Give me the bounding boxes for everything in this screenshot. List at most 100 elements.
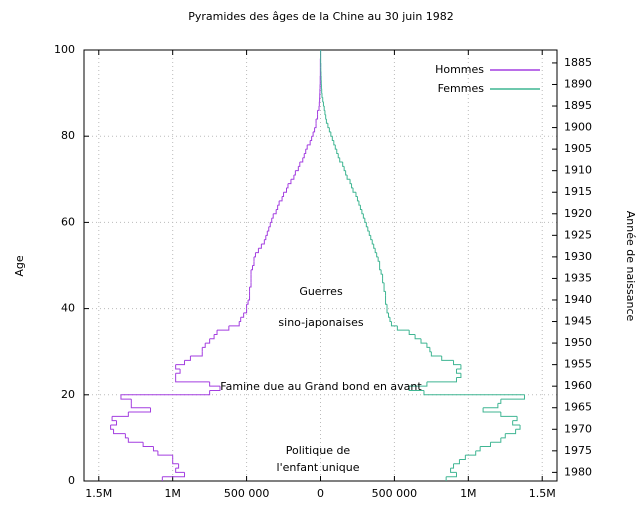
step-segment (387, 312, 390, 318)
step-segment (446, 472, 457, 478)
step-segment (258, 243, 262, 249)
step-segment (500, 433, 506, 439)
y2-tick-label: 1945 (564, 315, 592, 328)
step-segment (302, 153, 305, 159)
y2-tick-label: 1975 (564, 444, 592, 457)
step-segment (316, 114, 319, 120)
step-segment (175, 360, 186, 366)
step-segment (310, 136, 313, 142)
step-segment (175, 468, 185, 473)
step-segment (414, 334, 422, 340)
y2-tick-label: 1885 (564, 56, 592, 69)
step-segment (368, 231, 371, 236)
step-segment (497, 399, 502, 404)
y2-tick-label: 1900 (564, 121, 592, 134)
step-segment (327, 123, 330, 129)
step-segment (456, 373, 462, 379)
step-segment (248, 295, 251, 301)
step-segment (317, 106, 320, 111)
step-segment (128, 407, 152, 413)
step-segment (314, 123, 317, 129)
y-tick-label: 0 (68, 474, 75, 487)
step-segment (349, 179, 352, 185)
step-segment (389, 317, 392, 323)
step-segment (453, 459, 460, 465)
y2-tick-label: 1910 (564, 164, 592, 177)
step-segment (175, 364, 181, 370)
step-segment (304, 149, 307, 154)
y2-tick-label: 1965 (564, 401, 592, 414)
step-segment (333, 140, 336, 146)
x-tick-label: 1.5M (85, 487, 112, 500)
step-segment (420, 338, 427, 344)
y2-tick-label: 1890 (564, 77, 592, 90)
step-segment (249, 282, 252, 288)
step-segment (374, 248, 377, 254)
step-segment (500, 394, 525, 400)
step-segment (307, 140, 311, 146)
step-segment (279, 196, 283, 202)
step-segment (346, 174, 351, 180)
step-segment (379, 265, 382, 271)
step-segment (322, 101, 325, 107)
step-segment (299, 157, 304, 163)
step-segment (124, 433, 129, 439)
step-segment (228, 321, 240, 327)
step-segment (342, 162, 345, 167)
step-segment (251, 265, 254, 271)
step-segment (336, 149, 339, 154)
step-segment (359, 205, 362, 210)
step-segment (324, 110, 326, 116)
step-segment (270, 218, 273, 223)
step-segment (343, 166, 346, 172)
step-segment (209, 334, 215, 340)
y-tick-label: 60 (61, 215, 75, 228)
y-tick-label: 80 (61, 129, 75, 142)
step-segment (239, 317, 242, 323)
step-segment (271, 213, 274, 219)
step-segment (512, 420, 521, 426)
step-segment (450, 468, 457, 473)
step-segment (311, 131, 314, 137)
y2-tick-label: 1960 (564, 379, 592, 392)
step-segment (209, 386, 221, 391)
y-axis-label: Age (13, 255, 26, 277)
step-segment (361, 209, 364, 215)
step-segment (295, 166, 299, 172)
y2-tick-label: 1950 (564, 336, 592, 349)
step-segment (408, 330, 416, 335)
step-segment (500, 412, 518, 417)
legend-label: Hommes (435, 63, 484, 76)
y2-tick-label: 1905 (564, 142, 592, 155)
step-segment (334, 144, 337, 150)
step-segment (426, 377, 457, 383)
step-segment (453, 360, 461, 366)
step-segment (313, 127, 316, 133)
step-segment (202, 343, 206, 348)
step-segment (512, 416, 518, 422)
step-segment (111, 416, 117, 422)
annotation: sino-japonaises (278, 316, 363, 329)
step-segment (450, 463, 455, 469)
step-segment (162, 472, 186, 478)
step-segment (441, 356, 454, 361)
y2-tick-label: 1930 (564, 250, 592, 263)
step-segment (252, 261, 255, 266)
step-segment (253, 252, 256, 258)
step-segment (328, 127, 331, 133)
step-segment (429, 347, 432, 353)
step-segment (323, 106, 325, 111)
step-segment (321, 93, 323, 98)
step-segment (373, 243, 376, 249)
y2-tick-label: 1915 (564, 185, 592, 198)
annotation: Politique de (286, 444, 351, 457)
step-segment (290, 174, 295, 180)
step-segment (305, 144, 308, 150)
y2-tick-label: 1955 (564, 358, 592, 371)
x-tick-label: 1.5M (529, 487, 556, 500)
step-segment (175, 368, 181, 374)
step-segment (243, 308, 248, 314)
step-segment (456, 364, 462, 370)
